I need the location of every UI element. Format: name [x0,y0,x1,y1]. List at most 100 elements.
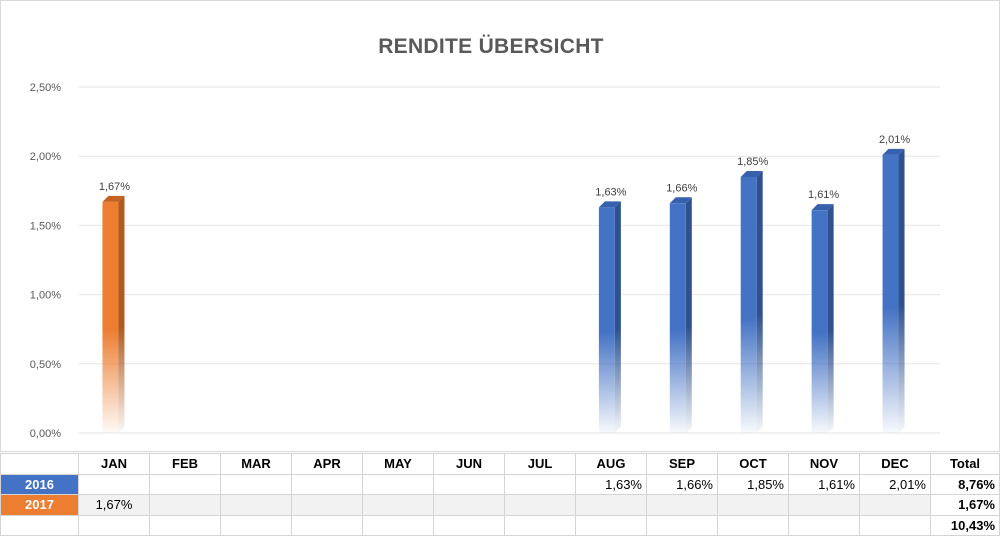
month-header: MAR [220,453,292,475]
table-cell [291,473,363,495]
data-label: 1,66% [666,182,697,194]
bar-front [740,176,757,433]
table-cell [291,494,363,516]
chart-title: RENDITE ÜBERSICHT [378,35,604,58]
month-header: JUL [504,453,576,475]
month-header: MAY [362,453,434,475]
table-cell [717,514,789,536]
bar-side [614,201,621,433]
table-cell [149,514,221,536]
bar-side [756,170,763,433]
table-cell [717,494,789,516]
table-cell [433,494,505,516]
bar-front [811,210,828,433]
bar-side [685,197,692,433]
y-tick-label: 2,00% [30,151,61,163]
bar-top [669,197,692,204]
bar-side [898,148,905,434]
month-header: DEC [859,453,931,475]
month-header: JAN [78,453,150,475]
table-cell: 1,61% [788,473,860,495]
bar-top [102,195,125,202]
y-tick-label: 1,00% [30,290,61,302]
table-cell [362,473,434,495]
table-cell [149,494,221,516]
table-cell [220,473,292,495]
data-table: JAN FEB MAR APR MAY JUN JUL AUG SEP OCT … [0,453,1000,536]
table-cell [433,473,505,495]
month-header: FEB [149,453,221,475]
total-header: Total [930,453,1000,475]
table-cell [646,494,718,516]
bar-top [598,201,621,208]
month-header: OCT [717,453,789,475]
bar-top [811,204,834,211]
table-cell [788,514,860,536]
bar-2017-jan [102,195,125,433]
month-header: AUG [575,453,647,475]
month-header: NOV [788,453,860,475]
table-cell [220,514,292,536]
month-header: APR [291,453,363,475]
bar-2016-aug [598,201,621,433]
bar-2016-dec [882,148,905,434]
table-cell [504,473,576,495]
chart-plot: 0,00% 0,50% 1,00% 1,50% 2,00% 2,50% 1,63% 1,66… [30,82,940,440]
series-label-2016: 2016 [0,473,79,495]
table-cell [646,514,718,536]
table-cell [362,494,434,516]
month-header: JUN [433,453,505,475]
grand-total: 10,43% [930,514,1000,536]
data-label: 1,85% [737,156,768,168]
table-cell [0,514,79,536]
table-cell: 1,66% [646,473,718,495]
table-cell [788,494,860,516]
bar-side [118,195,125,433]
row-total-2016: 8,76% [930,473,1000,495]
bar-front [102,201,119,433]
table-cell [433,514,505,536]
table-cell: 1,63% [575,473,647,495]
bar-2016-oct [740,170,763,433]
y-tick-label: 2,50% [30,82,61,94]
table-cell [362,514,434,536]
table-row-2016: 2016 1,63% 1,66% 1,85% 1,61% 2,01% 8,76% [0,473,1000,495]
table-cell: 1,85% [717,473,789,495]
month-header: SEP [646,453,718,475]
chart-area: RENDITE ÜBERSICHT 0 [0,0,1000,452]
bar-2016-sep [669,197,692,433]
table-cell [220,494,292,516]
table-cell [504,514,576,536]
table-cell [859,494,931,516]
data-label: 2,01% [879,134,910,146]
bar-side [827,204,834,433]
table-row-2017: 2017 1,67% 1,67% [0,494,1000,516]
data-label: 1,67% [99,181,130,193]
table-cell [859,514,931,536]
table-corner-cell [0,453,79,475]
y-tick-label: 0,00% [30,428,61,440]
table-cell [575,494,647,516]
table-cell [575,514,647,536]
table-cell [78,473,150,495]
table-header-row: JAN FEB MAR APR MAY JUN JUL AUG SEP OCT … [0,453,1000,475]
table-cell: 1,67% [78,494,150,516]
table-cell [78,514,150,536]
table-cell [291,514,363,536]
data-label: 1,63% [595,186,626,198]
bar-top [882,148,905,155]
table-cell [149,473,221,495]
table-row-grand-total: 10,43% [0,514,1000,536]
bar-front [882,154,899,434]
y-tick-label: 1,50% [30,220,61,232]
table-cell [504,494,576,516]
y-tick-label: 0,50% [30,359,61,371]
bar-top [740,170,763,177]
bar-2016-nov [811,204,834,433]
table-cell: 2,01% [859,473,931,495]
data-label: 1,61% [808,189,839,201]
bar-front [669,203,686,433]
row-total-2017: 1,67% [930,494,1000,516]
bar-front [598,207,615,433]
series-label-2017: 2017 [0,494,79,516]
